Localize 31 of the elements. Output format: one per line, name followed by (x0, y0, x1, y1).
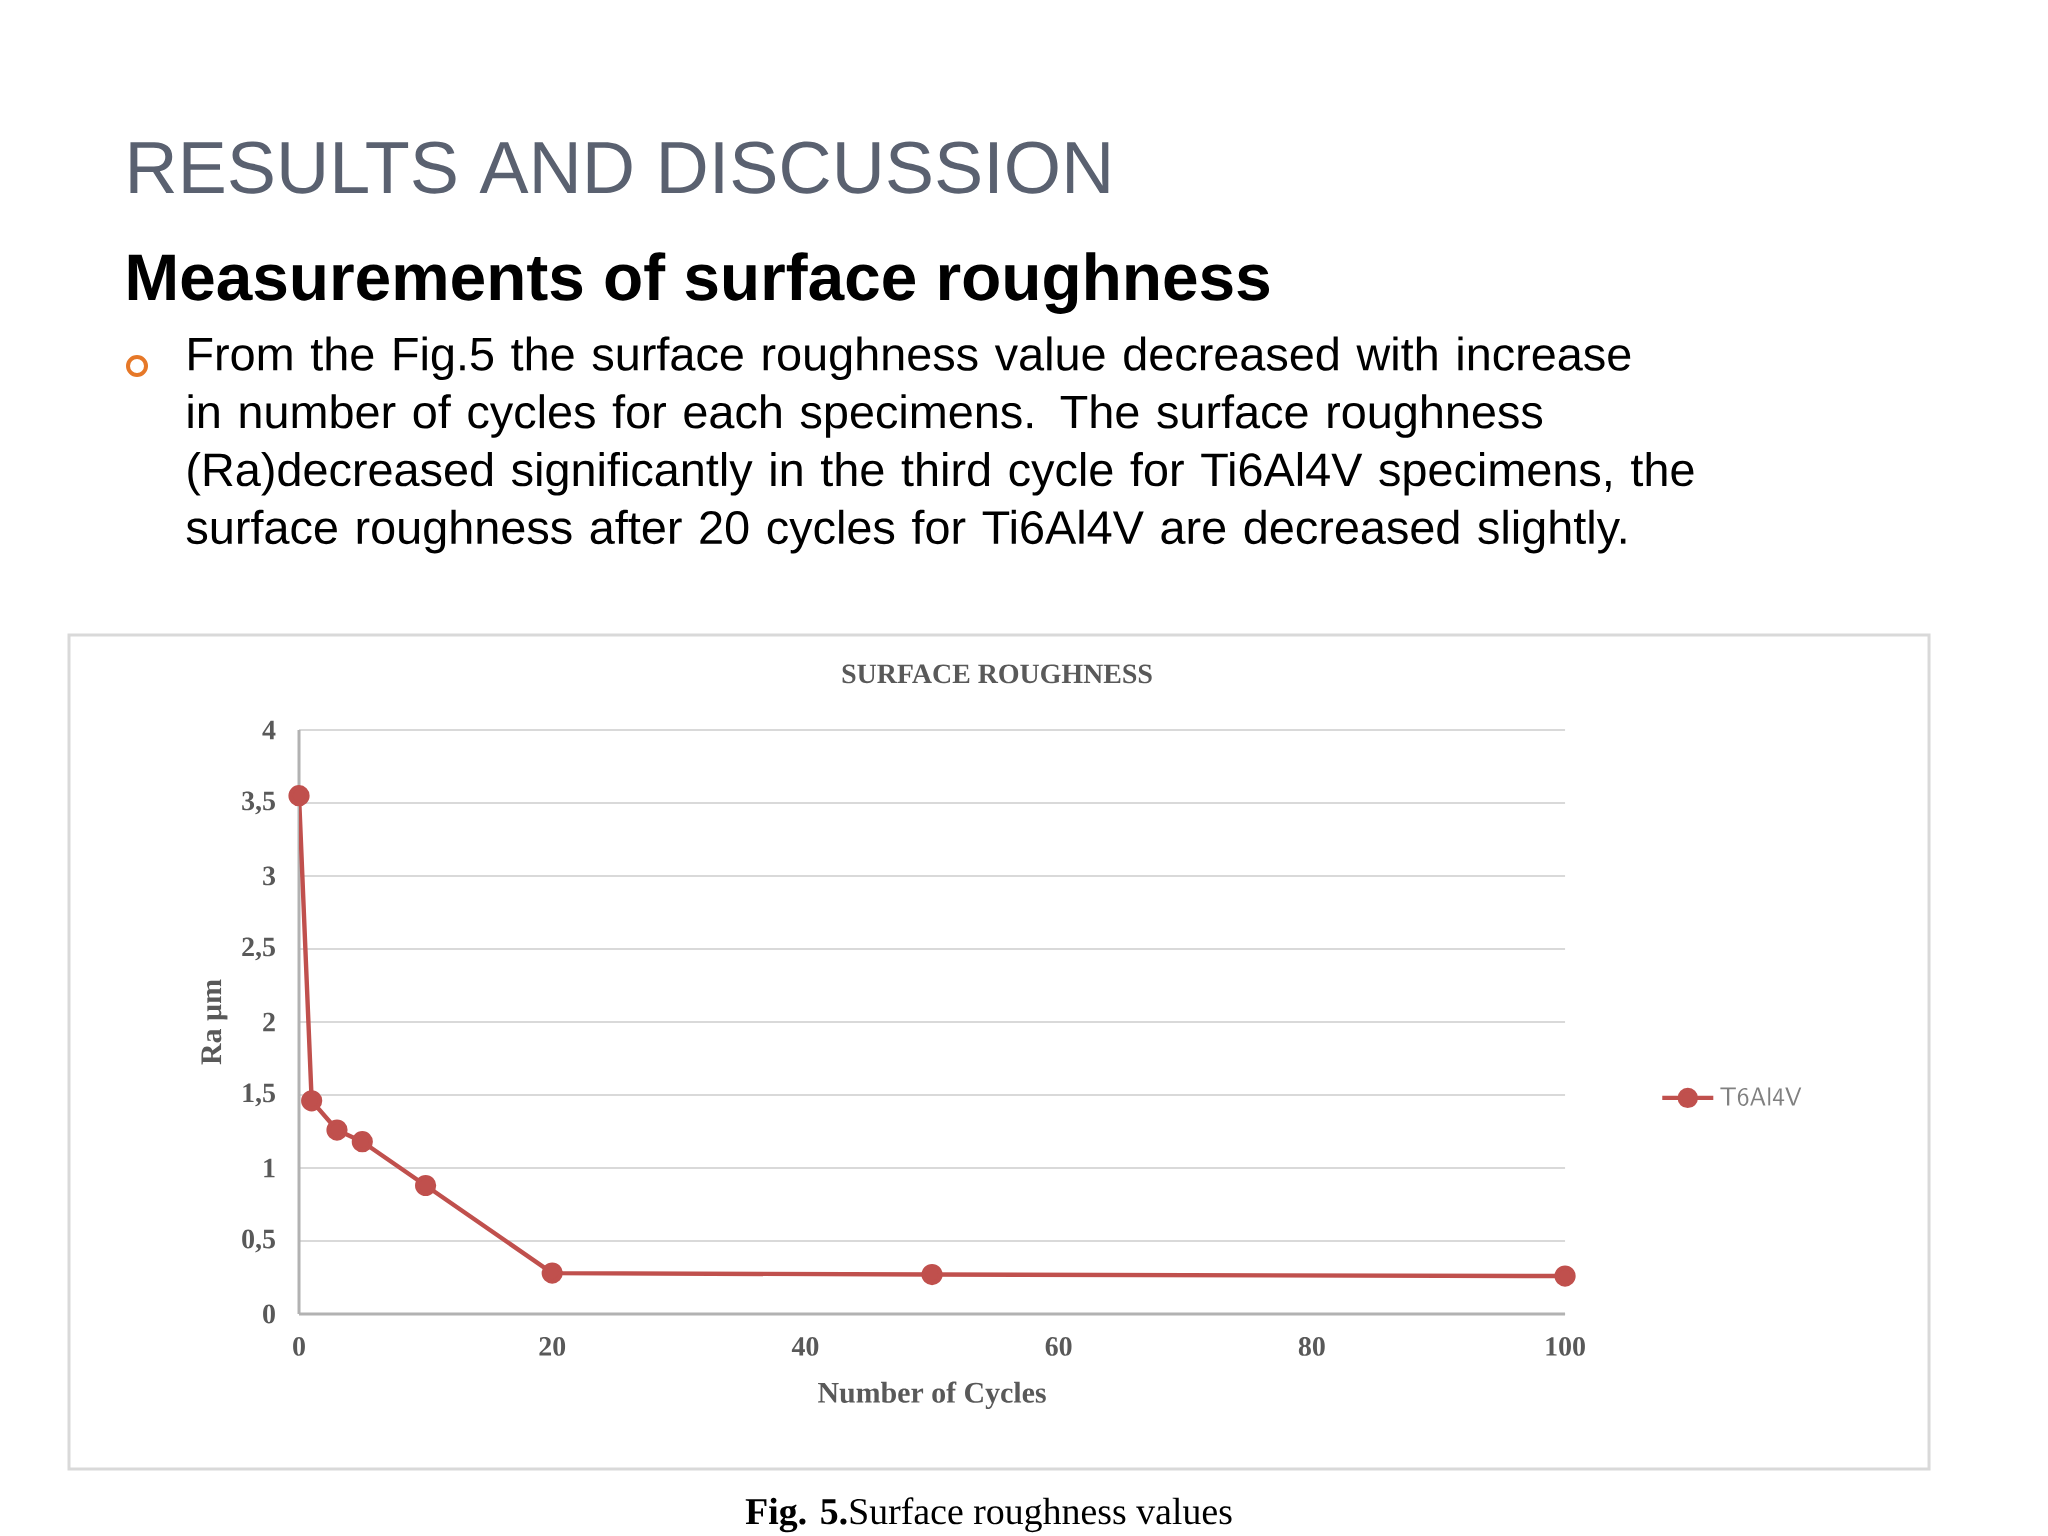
y-tick-label: 3 (263, 866, 276, 886)
y-tick-label: 2,5 (242, 937, 275, 961)
point (541, 1262, 563, 1284)
x-tick-label: 60 (1045, 1337, 1072, 1356)
y-tick-label: 0,5 (242, 1229, 275, 1253)
y-tick-label: 3,5 (242, 791, 275, 815)
x-tick-label: 100 (1546, 1337, 1585, 1356)
x-axis-title: Number of Cycles (818, 1381, 1046, 1410)
point (921, 1263, 943, 1286)
point (301, 1090, 323, 1112)
y-axis-title: Ra µm (201, 979, 228, 1065)
point (415, 1174, 437, 1197)
point (351, 1131, 373, 1153)
legend-label: T6Al4V (1720, 1087, 1802, 1106)
text: Fig. 5.Surface roughness values (745, 1497, 1232, 1533)
point (288, 785, 310, 807)
y-tick-label: 4 (262, 720, 276, 740)
y-tick-label: 1,5 (243, 1083, 275, 1107)
y-tick-label: 0 (263, 1304, 275, 1324)
text: Measurements of surface roughness (128, 252, 1270, 314)
chart-title: SURFACE ROUGHNESS (842, 664, 1152, 684)
y-tick-label: 1 (264, 1158, 275, 1178)
x-tick-label: 80 (1298, 1337, 1325, 1356)
point (1554, 1265, 1576, 1287)
text: RESULTS AND DISCUSSION (130, 141, 1109, 194)
x-tick-label: 0 (293, 1337, 305, 1356)
point (326, 1119, 348, 1141)
text: From the Fig.5 the surface roughness value decreased with increase in number of cycles for each specimens. The surface roughness (Ra)decreased significantly in the third cycle for Ti6Al4V specimens, the surface roughness after 20 cycles for Ti6Al4V are decreased slightly. (186, 336, 1694, 554)
y-tick-label: 2 (263, 1012, 275, 1032)
x-tick-label: 20 (539, 1337, 566, 1356)
x-tick-label: 40 (791, 1337, 819, 1356)
